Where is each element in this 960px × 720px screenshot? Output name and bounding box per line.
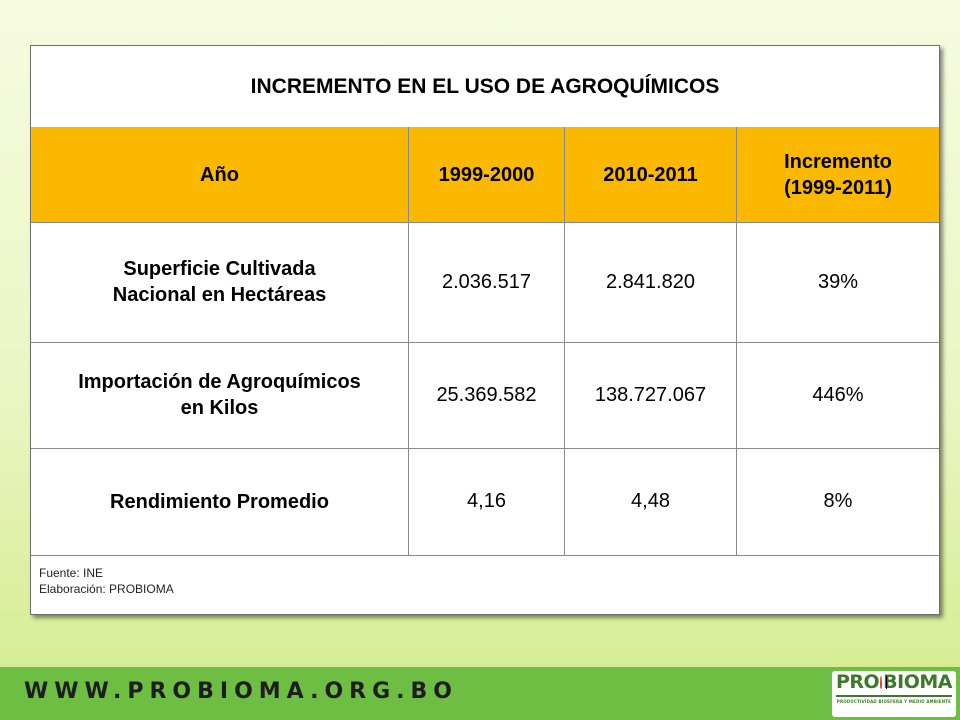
header-1999-2000: 1999-2000 xyxy=(409,127,565,222)
header-1999-2000-label: 1999-2000 xyxy=(438,163,535,186)
header-year: Año xyxy=(31,127,409,222)
table-row: Importación de Agroquímicos en Kilos 25.… xyxy=(31,342,939,449)
table-row: Superficie Cultivada Nacional en Hectáre… xyxy=(31,222,939,343)
row-label: Importación de Agroquímicos en Kilos xyxy=(31,342,409,448)
header-increment-label: Incremento (1999-2011) xyxy=(784,150,892,199)
elaboration-note: Elaboración: PROBIOMA xyxy=(39,582,174,597)
value-2010-2011: 138.727.067 xyxy=(565,342,737,448)
website-link[interactable]: WWW.PROBIOMA.ORG.BO xyxy=(24,679,458,704)
value-1999-2000: 4,16 xyxy=(409,448,565,555)
header-2010-2011: 2010-2011 xyxy=(565,127,737,222)
logo-word-right: BIOMA xyxy=(883,671,952,693)
source-note: Fuente: INE xyxy=(39,566,104,580)
row-label-text: Superficie Cultivada Nacional en Hectáre… xyxy=(112,258,327,306)
row-label: Superficie Cultivada Nacional en Hectáre… xyxy=(31,222,409,342)
ladybug-icon xyxy=(880,676,888,689)
probioma-logo: PRO BIOMA PRODUCTIVIDAD BIOSFERA Y MEDIO… xyxy=(832,671,956,717)
value-increment: 446% xyxy=(812,383,864,406)
agrochemicals-table: INCREMENTO EN EL USO DE AGROQUÍMICOS Año… xyxy=(30,45,940,615)
table-row: Rendimiento Promedio 4,16 4,48 8% xyxy=(31,448,939,556)
value-1999-2000: 2.036.517 xyxy=(409,222,565,342)
table-title: INCREMENTO EN EL USO DE AGROQUÍMICOS xyxy=(31,46,939,128)
value-2010-2011: 4,48 xyxy=(565,448,737,555)
footer-bar: WWW.PROBIOMA.ORG.BO PRO BIOMA PRODUCTIVI… xyxy=(0,667,960,720)
value-2010-2011: 2.841.820 xyxy=(565,222,737,342)
logo-wordmark: PRO BIOMA xyxy=(836,673,952,692)
header-2010-2011-label: 2010-2011 xyxy=(603,163,698,186)
table-footnote: Fuente: INE Elaboración: PROBIOMA xyxy=(31,555,939,614)
logo-tagline: PRODUCTIVIDAD BIOSFERA Y MEDIO AMBIENTE xyxy=(836,699,952,704)
value-1999-2000: 25.369.582 xyxy=(409,342,565,448)
value-increment: 39% xyxy=(817,270,859,293)
table-header-row: Año 1999-2000 2010-2011 Incremento (1999… xyxy=(31,127,939,223)
header-year-label: Año xyxy=(200,163,239,186)
value-increment: 8% xyxy=(823,490,853,512)
row-label-text: Importación de Agroquímicos en Kilos xyxy=(78,371,361,419)
row-label-text: Rendimiento Promedio xyxy=(110,490,329,513)
header-increment: Incremento (1999-2011) xyxy=(737,127,939,222)
logo-underline xyxy=(836,695,952,697)
logo-word-left: PRO xyxy=(836,671,880,693)
row-label: Rendimiento Promedio xyxy=(31,448,409,555)
